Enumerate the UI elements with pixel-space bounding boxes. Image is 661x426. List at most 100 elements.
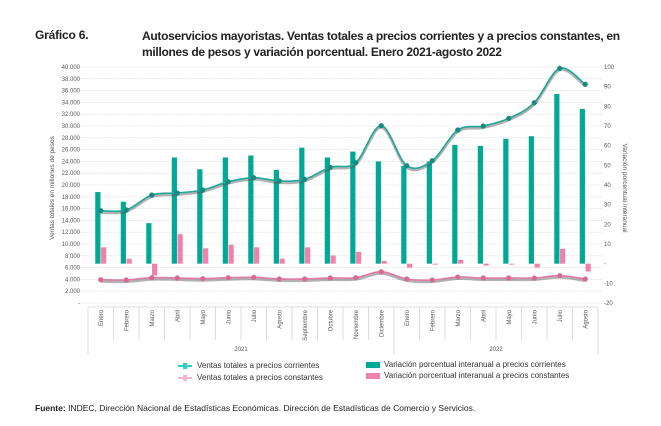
bar-constant-variation bbox=[152, 263, 158, 276]
bar-current-variation bbox=[401, 165, 407, 264]
left-tick-label: 28.000 bbox=[62, 136, 81, 142]
bar-constant-variation bbox=[305, 247, 311, 264]
left-tick-label: 14.000 bbox=[62, 218, 81, 224]
left-tick-label: 4.000 bbox=[65, 277, 81, 283]
legend-label: Variación porcentual interanual a precio… bbox=[384, 360, 566, 369]
point-constant-sales bbox=[557, 273, 563, 279]
bar-current-variation bbox=[197, 169, 203, 264]
year-group-label: 2021 bbox=[234, 347, 248, 353]
point-constant-sales bbox=[98, 277, 104, 283]
x-tick-label: Julio bbox=[558, 309, 564, 322]
x-tick-label: Mayo bbox=[507, 309, 513, 324]
bar-current-variation bbox=[273, 169, 279, 264]
left-tick-label: - bbox=[78, 301, 80, 307]
left-axis-label: Ventas totales en millones de pesos bbox=[49, 135, 56, 239]
bar-current-variation bbox=[120, 201, 126, 264]
left-tick-label: 2.000 bbox=[65, 289, 81, 295]
point-current-sales bbox=[174, 190, 180, 196]
bar-constant-variation bbox=[560, 248, 566, 264]
point-current-sales bbox=[531, 100, 537, 106]
point-constant-sales bbox=[480, 275, 486, 281]
point-constant-sales bbox=[582, 276, 588, 282]
bar-current-variation bbox=[528, 136, 534, 264]
x-tick-label: Agosto bbox=[583, 309, 589, 328]
point-constant-sales bbox=[531, 275, 537, 281]
right-tick-label: 60 bbox=[604, 144, 611, 150]
x-tick-label: Enero bbox=[405, 309, 411, 326]
bar-constant-variation bbox=[177, 234, 183, 264]
left-tick-label: 6.000 bbox=[65, 266, 81, 272]
bar-constant-variation bbox=[458, 259, 464, 264]
x-tick-label: Octubre bbox=[328, 309, 334, 331]
bar-current-variation bbox=[222, 157, 228, 264]
source-note: Fuente: INDEC, Dirección Nacional de Est… bbox=[35, 403, 475, 413]
figure-label: Gráfico 6. bbox=[35, 28, 89, 42]
source-text: INDEC, Dirección Nacional de Estadística… bbox=[65, 403, 476, 413]
bar-current-variation bbox=[350, 151, 356, 264]
bar-current-variation bbox=[554, 93, 560, 264]
point-constant-sales bbox=[276, 276, 282, 282]
legend-item-bar-current: Variación porcentual interanual a precio… bbox=[366, 360, 566, 369]
right-tick-label: 100 bbox=[604, 65, 615, 71]
right-tick-label: - bbox=[604, 262, 606, 268]
teal-line-swatch-icon bbox=[178, 362, 192, 369]
bar-constant-variation bbox=[585, 263, 591, 272]
x-tick-label: Abril bbox=[481, 310, 487, 322]
pink-line-swatch-icon bbox=[178, 374, 192, 381]
legend-item-line-constant: Ventas totales a precios constantes bbox=[178, 373, 323, 382]
bar-current-variation bbox=[299, 147, 305, 264]
x-tick-label: Agosto bbox=[277, 309, 283, 328]
bar-current-variation bbox=[248, 155, 254, 264]
x-tick-label: Enero bbox=[99, 309, 105, 326]
point-constant-sales bbox=[404, 276, 410, 282]
x-axis: Enero Febrero Marzo Abril Mayo Junio Julio Agos… bbox=[87, 306, 599, 355]
left-tick-label: 22.000 bbox=[62, 171, 81, 177]
bar-constant-variation bbox=[356, 251, 362, 264]
left-tick-label: 24.000 bbox=[62, 159, 81, 165]
point-constant-sales bbox=[225, 275, 231, 281]
chart-title: Autoservicios mayoristas. Ventas totales… bbox=[142, 29, 620, 59]
source-prefix: Fuente: bbox=[35, 403, 66, 413]
left-axis: - 2.000 4.000 6.000 8.000 10.000 12.000 14.000 1… bbox=[62, 65, 81, 307]
left-tick-label: 10.000 bbox=[62, 242, 81, 248]
point-current-sales bbox=[429, 158, 435, 164]
point-constant-sales bbox=[149, 275, 155, 281]
point-constant-sales bbox=[123, 277, 129, 283]
bar-constant-variation bbox=[101, 247, 107, 264]
point-current-sales bbox=[276, 178, 282, 184]
bar-current-variation bbox=[146, 223, 152, 264]
point-constant-sales bbox=[302, 276, 308, 282]
left-tick-label: 34.000 bbox=[62, 100, 81, 106]
left-tick-label: 32.000 bbox=[62, 112, 81, 118]
point-current-sales bbox=[123, 207, 129, 213]
bar-constant-variation bbox=[279, 258, 285, 264]
bar-constant-variation bbox=[534, 263, 540, 268]
left-tick-label: 8.000 bbox=[65, 254, 81, 260]
point-current-sales bbox=[200, 187, 206, 193]
x-tick-label: Marzo bbox=[456, 309, 462, 326]
bar-current-variation bbox=[579, 108, 585, 264]
teal-bar-swatch-icon bbox=[366, 361, 380, 368]
bar-current-variation bbox=[503, 138, 509, 264]
x-tick-label: Julio bbox=[252, 309, 258, 322]
bar-current-variation bbox=[375, 161, 381, 264]
legend-label: Ventas totales a precios corrientes bbox=[197, 361, 320, 370]
bar-current-variation bbox=[477, 145, 483, 264]
point-current-sales bbox=[506, 115, 512, 121]
x-tick-label: Diciembre bbox=[379, 309, 385, 337]
right-tick-label: 30 bbox=[604, 203, 611, 209]
left-tick-label: 40.000 bbox=[62, 65, 81, 71]
legend-item-line-current: Ventas totales a precios corrientes bbox=[178, 361, 319, 370]
bar-constant-variation bbox=[330, 255, 336, 264]
legend-label: Variación porcentual interanual a precio… bbox=[384, 371, 570, 380]
point-current-sales bbox=[225, 179, 231, 185]
right-tick-label: 10 bbox=[604, 242, 611, 248]
pink-bar-swatch-icon bbox=[366, 372, 380, 379]
bar-constant-variation bbox=[407, 263, 413, 268]
right-tick-label: 80 bbox=[604, 104, 611, 110]
x-tick-label: Marzo bbox=[150, 309, 156, 326]
point-current-sales bbox=[149, 192, 155, 198]
point-current-sales bbox=[378, 123, 384, 129]
point-current-sales bbox=[327, 164, 333, 170]
